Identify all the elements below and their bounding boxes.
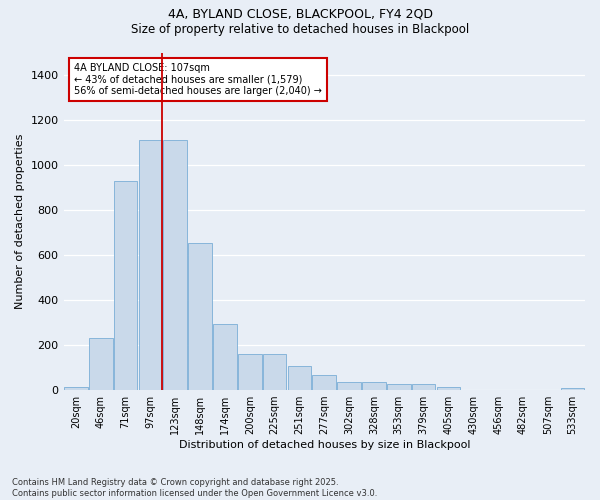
Bar: [89, 338, 113, 390]
Y-axis label: Number of detached properties: Number of detached properties: [15, 134, 25, 309]
Bar: [337, 382, 361, 390]
X-axis label: Distribution of detached houses by size in Blackpool: Distribution of detached houses by size …: [179, 440, 470, 450]
Bar: [163, 140, 187, 390]
Bar: [313, 375, 336, 390]
Text: Size of property relative to detached houses in Blackpool: Size of property relative to detached ho…: [131, 22, 469, 36]
Text: 4A, BYLAND CLOSE, BLACKPOOL, FY4 2QD: 4A, BYLAND CLOSE, BLACKPOOL, FY4 2QD: [167, 8, 433, 20]
Bar: [213, 324, 237, 390]
Text: 4A BYLAND CLOSE: 107sqm
← 43% of detached houses are smaller (1,579)
56% of semi: 4A BYLAND CLOSE: 107sqm ← 43% of detache…: [74, 62, 322, 96]
Bar: [362, 382, 386, 390]
Bar: [412, 384, 436, 390]
Bar: [238, 354, 262, 390]
Bar: [263, 354, 286, 390]
Bar: [114, 181, 137, 390]
Bar: [387, 384, 410, 390]
Bar: [188, 242, 212, 390]
Bar: [64, 386, 88, 390]
Bar: [561, 388, 584, 390]
Bar: [287, 366, 311, 390]
Bar: [139, 140, 162, 390]
Text: Contains HM Land Registry data © Crown copyright and database right 2025.
Contai: Contains HM Land Registry data © Crown c…: [12, 478, 377, 498]
Bar: [437, 386, 460, 390]
